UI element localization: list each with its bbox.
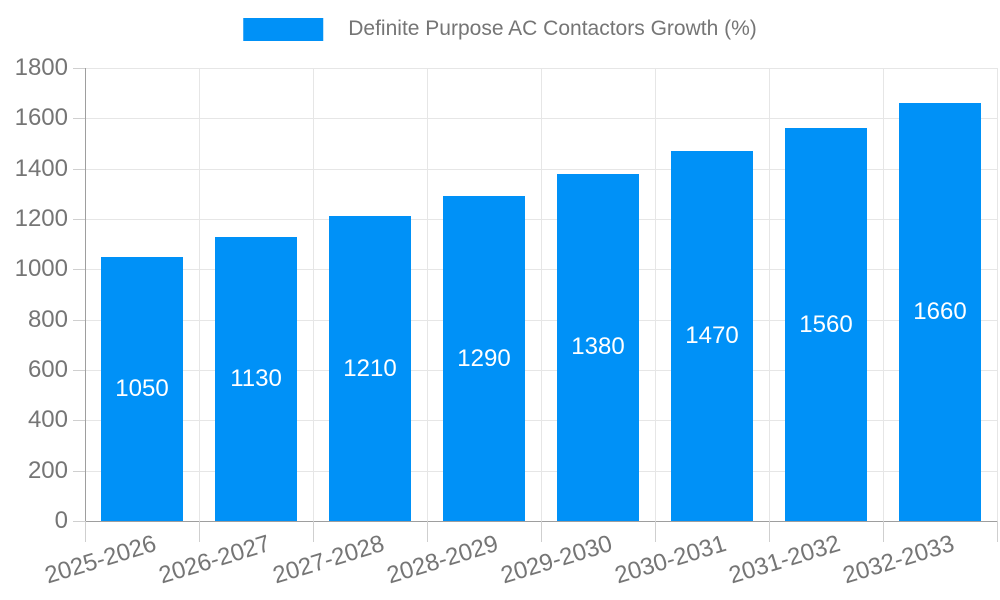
y-tick-label: 400 [27, 406, 68, 434]
x-axis-tick [85, 521, 86, 542]
y-axis-tick [73, 219, 85, 220]
gridline-vertical [199, 68, 200, 521]
bar[interactable]: 1290 [443, 196, 525, 521]
y-axis-tick [73, 470, 85, 472]
x-axis-tick [427, 521, 428, 542]
y-axis-tick [73, 168, 85, 170]
bar[interactable]: 1660 [899, 103, 981, 521]
y-tick-label: 1200 [14, 205, 68, 232]
x-axis-tick [313, 521, 314, 542]
x-tick-label: 2030-2031 [611, 530, 730, 590]
y-axis-tick [73, 521, 85, 522]
x-axis-tick [883, 521, 884, 542]
x-axis-tick [769, 521, 770, 542]
bar[interactable]: 1050 [101, 256, 183, 521]
bar-value-label: 1050 [115, 374, 169, 402]
legend-label: Definite Purpose AC Contactors Growth (%… [348, 17, 757, 40]
bar[interactable]: 1470 [671, 151, 753, 521]
y-axis-tick [73, 68, 85, 69]
legend-swatch [243, 17, 324, 41]
bar[interactable]: 1560 [785, 128, 867, 521]
gridline-vertical [769, 68, 770, 521]
gridline-vertical [313, 68, 314, 521]
y-tick-label: 1400 [14, 154, 68, 182]
x-tick-label: 2027-2028 [269, 530, 388, 590]
bar-value-label: 1660 [913, 298, 967, 326]
gridline-vertical [997, 68, 998, 521]
gridline-vertical [883, 68, 884, 521]
bar-value-label: 1290 [457, 344, 511, 372]
x-tick-label: 2026-2027 [155, 530, 274, 590]
gridline-vertical [655, 68, 656, 521]
x-tick-label: 2031-2032 [725, 530, 844, 590]
bar[interactable]: 1130 [215, 236, 297, 521]
gridline-vertical [541, 68, 542, 521]
bar-value-label: 1380 [571, 333, 625, 361]
y-axis-tick [73, 370, 85, 371]
bar-value-label: 1470 [685, 322, 739, 350]
bar[interactable]: 1210 [329, 216, 411, 521]
x-tick-label: 2025-2026 [41, 530, 160, 590]
x-tick-label: 2032-2033 [839, 530, 958, 590]
y-tick-label: 800 [27, 305, 68, 333]
x-tick-label: 2029-2030 [497, 530, 616, 590]
chart-legend: Definite Purpose AC Contactors Growth (%… [243, 17, 757, 41]
y-tick-label: 1000 [14, 255, 68, 283]
gridline-vertical [427, 68, 428, 521]
y-axis-tick [73, 269, 85, 271]
y-tick-label: 200 [27, 456, 68, 484]
x-axis-tick [541, 521, 542, 542]
y-axis-line [85, 68, 86, 521]
bar[interactable]: 1380 [557, 173, 639, 521]
y-axis-tick [73, 319, 85, 321]
bar-value-label: 1130 [230, 364, 282, 392]
y-axis-tick [73, 420, 85, 422]
x-axis-tick [997, 521, 998, 542]
y-axis-tick [73, 118, 85, 120]
bar-value-label: 1560 [799, 310, 853, 338]
x-tick-label: 2028-2029 [383, 530, 502, 590]
y-tick-label: 1600 [14, 104, 68, 132]
x-axis-tick [655, 521, 656, 542]
x-axis-tick [199, 521, 200, 542]
y-tick-label: 0 [54, 507, 68, 534]
bar-value-label: 1210 [343, 354, 397, 382]
y-tick-label: 600 [27, 356, 68, 383]
y-tick-label: 1800 [14, 54, 68, 81]
